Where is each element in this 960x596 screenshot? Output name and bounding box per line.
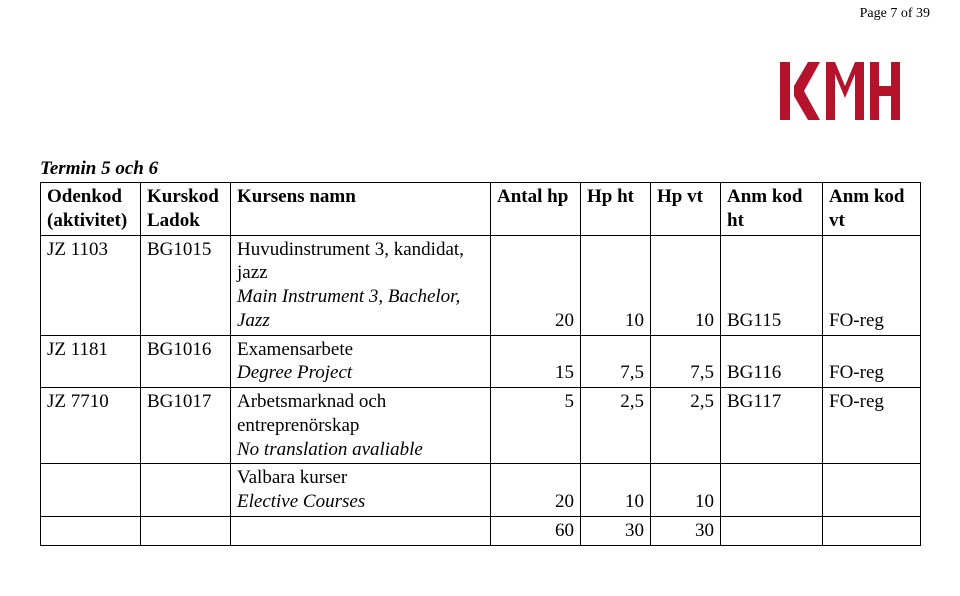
col-kurskod-l2: Ladok [147, 210, 200, 231]
cell-odenkod: JZ 7710 [41, 388, 141, 464]
term-title: Termin 5 och 6 [40, 158, 930, 180]
cell-antal-total: 60 [491, 516, 581, 545]
course-name-en: Degree Project [237, 362, 352, 383]
cell-hpht: 7,5 [581, 335, 651, 388]
col-kurskod: Kurskod Ladok [141, 183, 231, 236]
cell-hpht: 10 [581, 235, 651, 335]
col-kurskod-l1: Kurskod [147, 186, 219, 207]
cell-hpht-total: 30 [581, 516, 651, 545]
cell-hpht: 10 [581, 464, 651, 517]
col-anmht: Anm kod ht [721, 183, 823, 236]
cell-antal: 20 [491, 464, 581, 517]
col-anmvt: Anm kod vt [823, 183, 921, 236]
col-anmht-l2: ht [727, 210, 744, 231]
cell-name: Huvudinstrument 3, kandidat, jazz Main I… [231, 235, 491, 335]
table-row: JZ 1103 BG1015 Huvudinstrument 3, kandid… [41, 235, 921, 335]
cell-kurskod: BG1016 [141, 335, 231, 388]
cell-anmht: BG116 [721, 335, 823, 388]
course-name-en: No translation avaliable [237, 439, 423, 460]
cell-odenkod: JZ 1181 [41, 335, 141, 388]
col-namn: Kursens namn [231, 183, 491, 236]
course-name-sv: Valbara kurser [237, 467, 347, 488]
cell-kurskod: BG1017 [141, 388, 231, 464]
cell-anmvt: FO-reg [823, 335, 921, 388]
cell-anmht [721, 464, 823, 517]
cell-name: Examensarbete Degree Project [231, 335, 491, 388]
cell-kurskod [141, 516, 231, 545]
cell-anmvt: FO-reg [823, 235, 921, 335]
col-anmht-l1: Anm kod [727, 186, 803, 207]
course-name-sv: Examensarbete [237, 339, 353, 360]
cell-anmvt [823, 464, 921, 517]
cell-antal: 15 [491, 335, 581, 388]
cell-hpvt: 10 [651, 464, 721, 517]
cell-odenkod: JZ 1103 [41, 235, 141, 335]
cell-odenkod [41, 464, 141, 517]
cell-anmvt [823, 516, 921, 545]
col-anmvt-l2: vt [829, 210, 845, 231]
course-table: Odenkod (aktivitet) Kurskod Ladok Kursen… [40, 182, 921, 546]
cell-antal: 20 [491, 235, 581, 335]
course-name-en: Elective Courses [237, 491, 365, 512]
col-hpvt: Hp vt [651, 183, 721, 236]
table-totals-row: 60 30 30 [41, 516, 921, 545]
cell-anmht: BG115 [721, 235, 823, 335]
cell-anmht [721, 516, 823, 545]
col-antal: Antal hp [491, 183, 581, 236]
table-row: JZ 1181 BG1016 Examensarbete Degree Proj… [41, 335, 921, 388]
cell-hpvt-total: 30 [651, 516, 721, 545]
col-odenkod-l2: (aktivitet) [47, 210, 127, 231]
table-row: JZ 7710 BG1017 Arbetsmarknad och entrepr… [41, 388, 921, 464]
cell-hpht: 2,5 [581, 388, 651, 464]
cell-name [231, 516, 491, 545]
cell-name: Arbetsmarknad och entreprenörskap No tra… [231, 388, 491, 464]
page-number: Page 7 of 39 [860, 6, 930, 22]
col-odenkod: Odenkod (aktivitet) [41, 183, 141, 236]
course-name-sv: Huvudinstrument 3, kandidat, jazz [237, 239, 464, 284]
cell-anmht: BG117 [721, 388, 823, 464]
cell-kurskod [141, 464, 231, 517]
table-row: Valbara kurser Elective Courses 20 10 10 [41, 464, 921, 517]
col-anmvt-l1: Anm kod [829, 186, 905, 207]
cell-kurskod: BG1015 [141, 235, 231, 335]
cell-hpvt: 10 [651, 235, 721, 335]
course-name-en: Main Instrument 3, Bachelor, Jazz [237, 286, 460, 331]
cell-name: Valbara kurser Elective Courses [231, 464, 491, 517]
kmh-logo [780, 62, 900, 120]
course-name-sv: Arbetsmarknad och entreprenörskap [237, 391, 386, 436]
cell-odenkod [41, 516, 141, 545]
table-header-row: Odenkod (aktivitet) Kurskod Ladok Kursen… [41, 183, 921, 236]
cell-anmvt: FO-reg [823, 388, 921, 464]
col-hpht: Hp ht [581, 183, 651, 236]
col-odenkod-l1: Odenkod [47, 186, 122, 207]
cell-hpvt: 2,5 [651, 388, 721, 464]
cell-antal: 5 [491, 388, 581, 464]
cell-hpvt: 7,5 [651, 335, 721, 388]
